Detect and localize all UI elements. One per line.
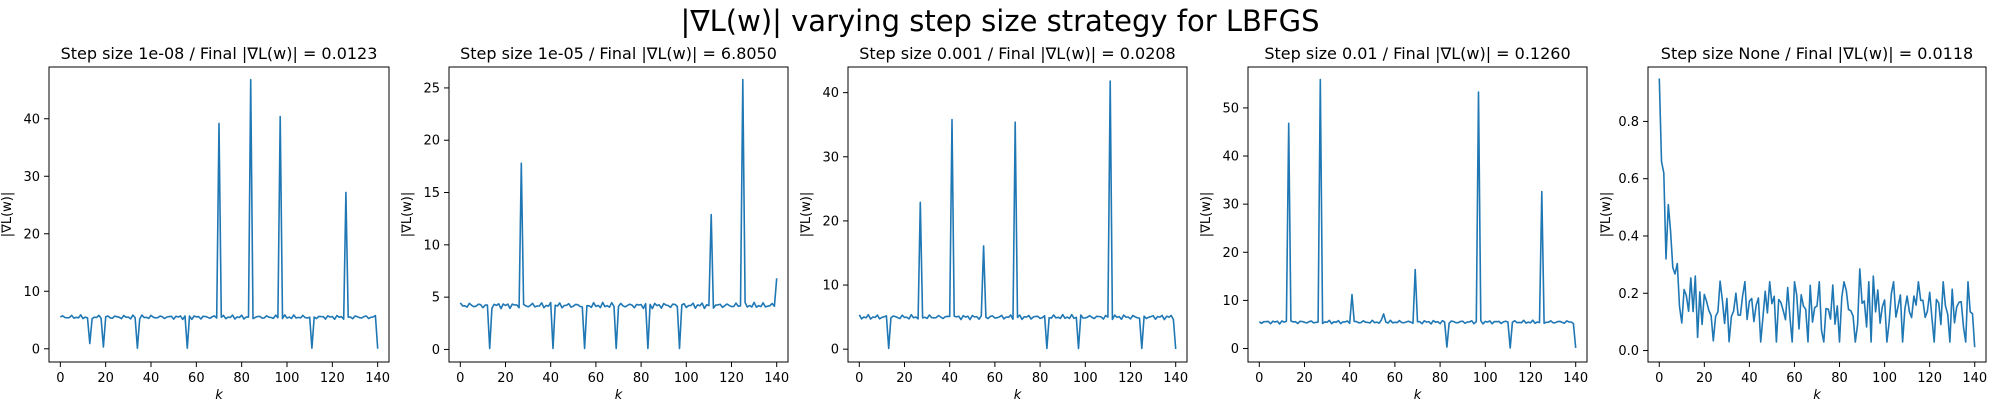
x-tick-label: 120 xyxy=(1917,371,1942,386)
y-tick-label: 0.4 xyxy=(1618,229,1639,244)
x-axis-label: k xyxy=(215,388,223,400)
x-tick-label: 80 xyxy=(633,371,650,386)
x-tick-label: 20 xyxy=(497,371,514,386)
y-tick-label: 10 xyxy=(423,238,440,253)
y-axis-label: |∇L(w)| xyxy=(400,192,415,237)
y-tick-label: 20 xyxy=(23,227,40,242)
y-tick-label: 40 xyxy=(1222,150,1239,165)
x-tick-label: 80 xyxy=(1032,371,1049,386)
y-tick-label: 30 xyxy=(822,150,839,165)
x-axis-label: k xyxy=(1813,388,1821,400)
axes-frame xyxy=(847,66,1188,363)
chart-title: Step size None / Final |∇L(w)| = 0.0118 xyxy=(1661,44,1973,63)
figure-title: |∇L(w)| varying step size strategy for L… xyxy=(680,4,1320,38)
axes-frame xyxy=(48,66,390,363)
chart-title: Step size 1e-08 / Final |∇L(w)| = 0.0123 xyxy=(61,44,378,63)
chart-panel-1: Step size 1e-08 / Final |∇L(w)| = 0.0123… xyxy=(0,44,390,400)
series-line xyxy=(459,78,778,350)
chart-title: Step size 0.01 / Final |∇L(w)| = 0.1260 xyxy=(1264,44,1570,63)
chart-panel-5: Step size None / Final |∇L(w)| = 0.0118 0… xyxy=(1599,44,1987,400)
x-tick-label: 60 xyxy=(188,371,205,386)
x-tick-label: 120 xyxy=(719,371,744,386)
chart-panel-3: Step size 0.001 / Final |∇L(w)| = 0.0208… xyxy=(799,44,1188,400)
x-tick-label: 20 xyxy=(1696,371,1713,386)
x-axis-label: k xyxy=(615,388,623,400)
y-tick-label: 25 xyxy=(423,81,440,96)
x-tick-label: 140 xyxy=(365,371,390,386)
y-tick-label: 30 xyxy=(23,170,40,185)
x-tick-label: 0 xyxy=(456,371,464,386)
x-tick-label: 80 xyxy=(233,371,250,386)
x-tick-label: 120 xyxy=(1118,371,1143,386)
x-tick-label: 0 xyxy=(1255,371,1263,386)
axes-frame xyxy=(1647,66,1987,363)
series-line xyxy=(1658,78,1976,348)
y-tick-label: 0.6 xyxy=(1618,172,1639,187)
y-tick-label: 0.2 xyxy=(1618,287,1639,302)
y-tick-label: 10 xyxy=(23,285,40,300)
x-tick-label: 100 xyxy=(1073,371,1098,386)
y-tick-label: 0 xyxy=(432,343,440,358)
y-axis-label: |∇L(w)| xyxy=(1199,192,1214,237)
y-tick-label: 0 xyxy=(831,343,839,358)
x-tick-label: 40 xyxy=(542,371,559,386)
x-tick-label: 140 xyxy=(764,371,789,386)
x-tick-label: 140 xyxy=(1962,371,1987,386)
x-tick-label: 20 xyxy=(1296,371,1313,386)
x-tick-label: 120 xyxy=(1518,371,1543,386)
y-axis-label: |∇L(w)| xyxy=(799,192,814,237)
x-tick-label: 60 xyxy=(588,371,605,386)
x-tick-label: 40 xyxy=(143,371,160,386)
y-tick-label: 20 xyxy=(423,134,440,149)
series-line xyxy=(858,80,1177,350)
x-tick-label: 140 xyxy=(1163,371,1188,386)
x-tick-label: 60 xyxy=(1387,371,1404,386)
x-tick-label: 100 xyxy=(1872,371,1897,386)
series-line xyxy=(59,78,379,350)
x-tick-label: 0 xyxy=(855,371,863,386)
x-tick-label: 100 xyxy=(275,371,300,386)
y-tick-label: 0 xyxy=(32,342,40,357)
y-tick-label: 50 xyxy=(1222,101,1239,116)
y-tick-label: 30 xyxy=(1222,198,1239,213)
chart-panel-2: Step size 1e-05 / Final |∇L(w)| = 6.8050… xyxy=(400,44,789,400)
y-tick-label: 20 xyxy=(1222,246,1239,261)
x-tick-label: 0 xyxy=(1655,371,1663,386)
axes-frame xyxy=(448,66,789,363)
y-tick-label: 5 xyxy=(432,291,440,306)
chart-title: Step size 1e-05 / Final |∇L(w)| = 6.8050 xyxy=(460,44,777,63)
x-tick-label: 20 xyxy=(896,371,913,386)
y-axis-label: |∇L(w)| xyxy=(0,192,15,237)
y-tick-label: 10 xyxy=(822,279,839,294)
y-axis-label: |∇L(w)| xyxy=(1599,192,1614,237)
y-tick-label: 0 xyxy=(1231,342,1239,357)
y-tick-label: 0.8 xyxy=(1618,115,1639,130)
y-tick-label: 40 xyxy=(822,86,839,101)
y-tick-label: 20 xyxy=(822,214,839,229)
x-tick-label: 100 xyxy=(674,371,699,386)
x-tick-label: 120 xyxy=(320,371,345,386)
x-axis-label: k xyxy=(1414,388,1422,400)
x-tick-label: 100 xyxy=(1473,371,1498,386)
y-tick-label: 10 xyxy=(1222,294,1239,309)
x-tick-label: 80 xyxy=(1831,371,1848,386)
x-tick-label: 140 xyxy=(1563,371,1588,386)
x-tick-label: 0 xyxy=(56,371,64,386)
chart-title: Step size 0.001 / Final |∇L(w)| = 0.0208 xyxy=(859,44,1175,63)
y-tick-label: 15 xyxy=(423,186,440,201)
y-tick-label: 0.0 xyxy=(1618,344,1639,359)
x-tick-label: 60 xyxy=(1786,371,1803,386)
axes-frame xyxy=(1247,66,1588,363)
x-tick-label: 40 xyxy=(941,371,958,386)
series-line xyxy=(1258,78,1577,349)
x-axis-label: k xyxy=(1014,388,1022,400)
y-tick-label: 40 xyxy=(23,112,40,127)
x-tick-label: 40 xyxy=(1741,371,1758,386)
x-tick-label: 80 xyxy=(1432,371,1449,386)
x-tick-label: 60 xyxy=(987,371,1004,386)
x-tick-label: 40 xyxy=(1341,371,1358,386)
x-tick-label: 20 xyxy=(97,371,114,386)
chart-panel-4: Step size 0.01 / Final |∇L(w)| = 0.1260 0… xyxy=(1199,44,1588,400)
